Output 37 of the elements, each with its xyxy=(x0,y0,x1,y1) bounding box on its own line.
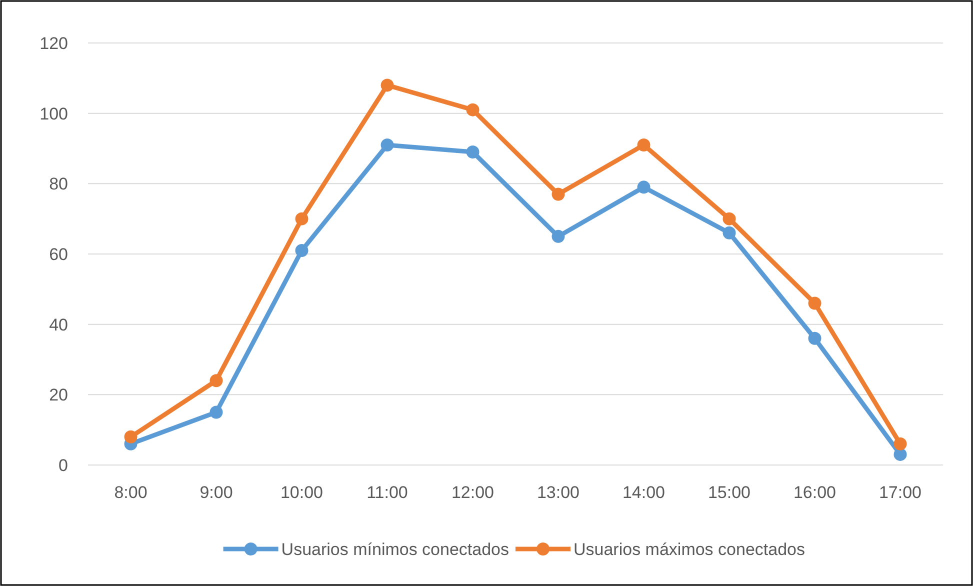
point xyxy=(210,374,223,388)
point xyxy=(295,244,308,257)
point xyxy=(637,180,650,194)
x-tick-label: 13:00 xyxy=(536,483,580,502)
point xyxy=(210,406,223,419)
point xyxy=(295,212,308,226)
point xyxy=(552,188,565,201)
y-tick-label: 100 xyxy=(40,104,68,124)
x-tick-label: 10:00 xyxy=(280,483,324,502)
point xyxy=(808,296,822,310)
y-tick-label: 80 xyxy=(49,174,68,194)
x-tick-label: 8:00 xyxy=(114,483,148,502)
point xyxy=(722,226,736,240)
y-tick-label: 120 xyxy=(40,34,68,53)
point xyxy=(637,138,650,152)
point xyxy=(380,78,394,92)
point xyxy=(466,146,480,159)
x-tick-label: 11:00 xyxy=(366,483,408,502)
x-tick-label: 17:00 xyxy=(878,483,922,502)
y-tick-label: 0 xyxy=(58,456,68,475)
y-tick-label: 20 xyxy=(49,386,68,405)
point xyxy=(808,332,822,345)
legend-label: Usuarios máximos conectados xyxy=(574,540,805,559)
x-tick-label: 9:00 xyxy=(200,483,233,502)
x-tick-label: 14:00 xyxy=(622,483,666,502)
x-tick-label: 12:00 xyxy=(451,483,494,502)
point xyxy=(894,437,907,450)
point xyxy=(722,212,736,226)
point xyxy=(124,430,138,444)
legend-label: Usuarios mínimos conectados xyxy=(281,540,510,559)
point xyxy=(380,138,394,152)
point xyxy=(466,103,480,116)
y-tick-label: 60 xyxy=(49,244,68,264)
x-tick-label: 15:00 xyxy=(708,483,751,502)
y-tick-label: 40 xyxy=(49,315,68,334)
x-tick-label: 16:00 xyxy=(793,483,836,502)
point xyxy=(552,230,565,243)
